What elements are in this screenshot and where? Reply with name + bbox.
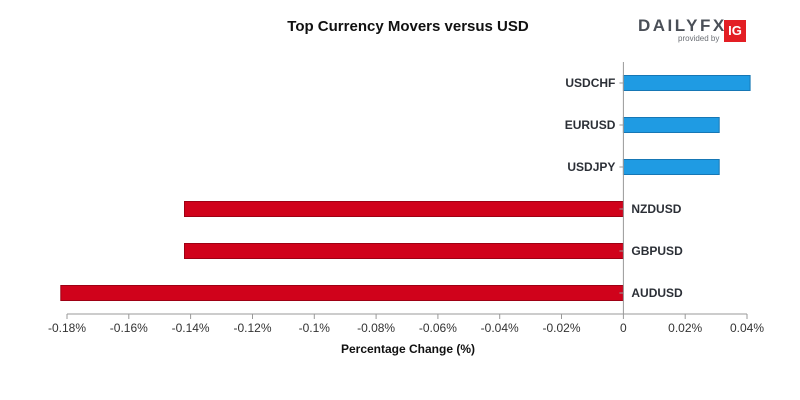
- category-label-eurusd: EURUSD: [565, 118, 616, 132]
- category-label-nzdusd: NZDUSD: [631, 202, 681, 216]
- bar-usdchf: [622, 75, 751, 91]
- x-tick-label: -0.12%: [233, 321, 271, 335]
- category-label-gbpusd: GBPUSD: [631, 244, 683, 258]
- bar-gbpusd: [184, 243, 624, 259]
- x-tick-label: -0.04%: [481, 321, 519, 335]
- category-label-usdchf: USDCHF: [565, 76, 615, 90]
- x-axis-ticks: -0.18% -0.16% -0.14% -0.12% -0.1% -0.08% -0.06…: [48, 314, 764, 335]
- bar-usdjpy: [622, 159, 720, 175]
- bar-audusd: [60, 285, 624, 301]
- dailyfx-logo: DAILYFX provided by IG: [638, 16, 750, 46]
- category-label-audusd: AUDUSD: [631, 286, 683, 300]
- category-labels: USDCHF EURUSD USDJPY NZDUSD GBPUSD AUDUSD: [565, 76, 683, 300]
- x-tick-label: -0.02%: [542, 321, 580, 335]
- x-tick-label: 0.02%: [668, 321, 702, 335]
- x-tick-label: 0: [620, 321, 627, 335]
- x-tick-label: -0.16%: [110, 321, 148, 335]
- bar-eurusd: [622, 117, 720, 133]
- category-label-usdjpy: USDJPY: [567, 160, 615, 174]
- x-tick-label: -0.06%: [419, 321, 457, 335]
- ig-badge: IG: [724, 20, 746, 42]
- logo-tagline: provided by: [678, 34, 720, 43]
- x-tick-label: -0.18%: [48, 321, 86, 335]
- bar-group: [60, 75, 751, 301]
- x-tick-label: 0.04%: [730, 321, 764, 335]
- x-tick-label: -0.14%: [172, 321, 210, 335]
- x-axis-title: Percentage Change (%): [341, 342, 475, 356]
- logo-wordmark: DAILYFX: [638, 16, 727, 35]
- x-tick-label: -0.08%: [357, 321, 395, 335]
- x-tick-label: -0.1%: [299, 321, 331, 335]
- bar-nzdusd: [184, 201, 624, 217]
- chart-title: Top Currency Movers versus USD: [287, 18, 529, 35]
